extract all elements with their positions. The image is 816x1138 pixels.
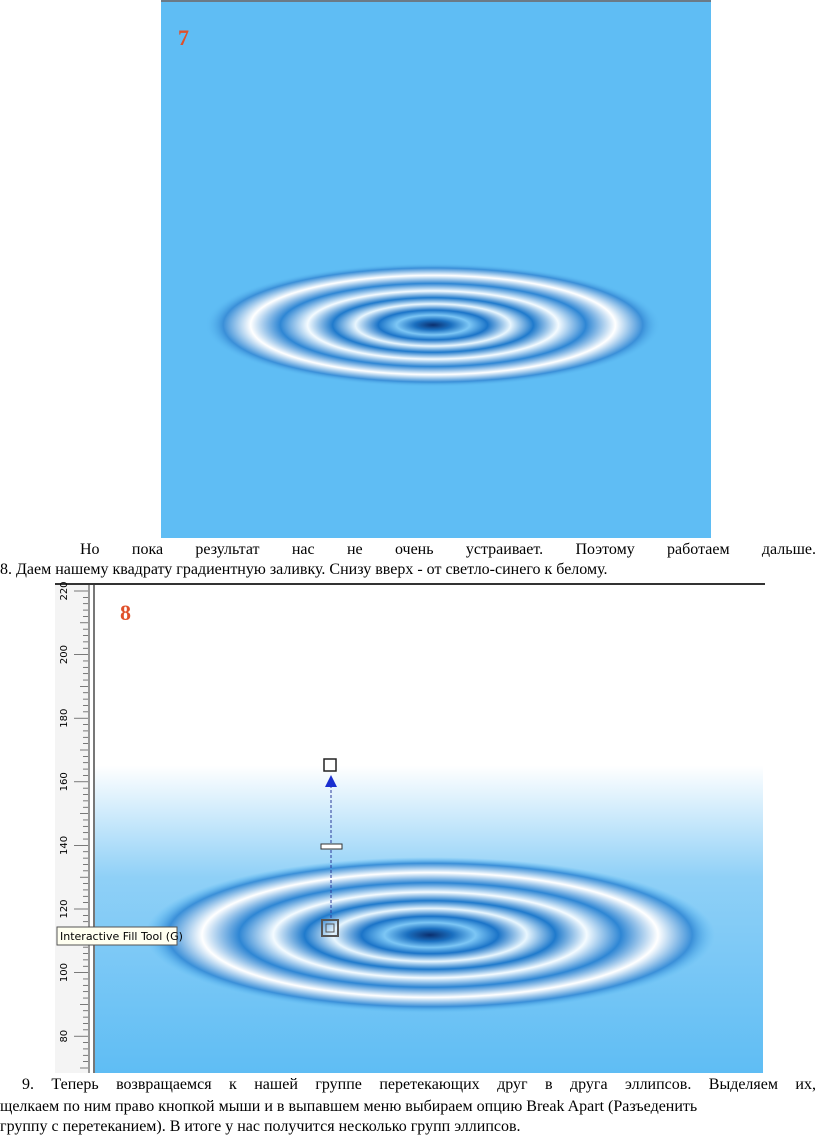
figure-8: 220 200 180 160 140 120 100 80 8 Interactive Fi… <box>55 581 765 1073</box>
ruler-label: 100 <box>59 963 70 982</box>
ruler-label: 160 <box>59 772 70 791</box>
ruler-label: 220 <box>59 581 70 600</box>
ruler-label: 80 <box>59 1030 70 1043</box>
paragraph-line: группу с перетеканием). В итоге у нас по… <box>0 1118 521 1135</box>
figure-7: 7 <box>161 0 711 538</box>
ruler-label: 120 <box>59 899 70 918</box>
paragraph-line: 8. Даем нашему квадрату градиентную зали… <box>0 561 608 578</box>
paragraph-line: 9. Теперь возвращаемся к нашей группе пе… <box>22 1076 816 1093</box>
figure-label: 8 <box>120 600 131 625</box>
tooltip: Interactive Fill Tool (G) <box>60 930 183 943</box>
paragraph-line: щелкаем по ним право кнопкой мыши и в вы… <box>0 1098 698 1115</box>
figure-label: 7 <box>178 25 189 50</box>
paragraph-line: Но пока результат нас не очень устраивае… <box>80 541 816 558</box>
ruler: 220 200 180 160 140 120 100 80 <box>59 581 88 1069</box>
tooltip-box <box>56 926 178 946</box>
ruler-label: 140 <box>59 836 70 855</box>
ruler-label: 200 <box>59 645 70 664</box>
ruler-label: 180 <box>59 709 70 728</box>
